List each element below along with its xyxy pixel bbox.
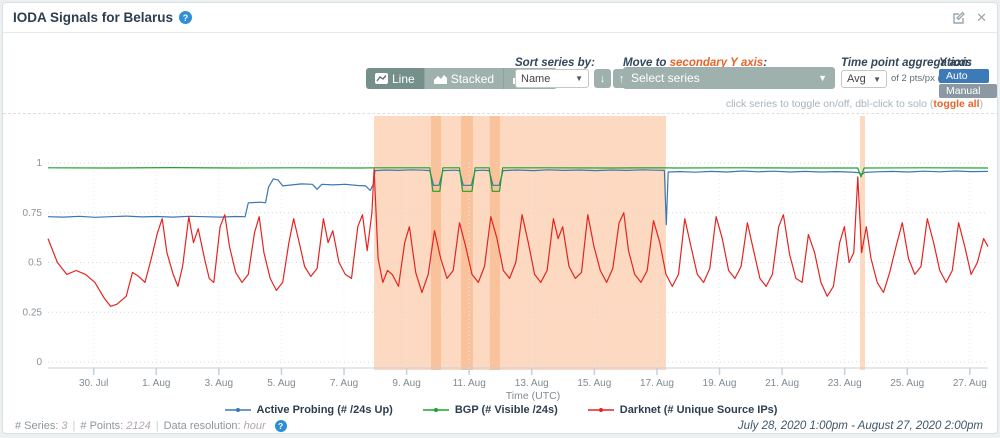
x-tick-label: 11. Aug	[453, 378, 486, 389]
y-zoom-manual-button[interactable]: Manual	[939, 84, 997, 98]
series-toggle-hint: click series to toggle on/off, dbl-click…	[725, 98, 983, 110]
caret-down-icon: ▼	[575, 74, 583, 83]
x-tick-label: 7. Aug	[330, 378, 358, 389]
x-tick-label: 17. Aug	[640, 378, 674, 389]
aggregation-note: of 2 pts/px (2 hours)	[891, 73, 976, 84]
series-count: 3	[61, 420, 68, 432]
x-tick-label: 25. Aug	[890, 378, 924, 389]
x-tick-label: 23. Aug	[828, 378, 862, 389]
legend-line-marker	[422, 408, 449, 412]
caret-down-icon: ▼	[873, 74, 881, 84]
sort-descending-button[interactable]: ↓	[594, 69, 611, 88]
y-tick-label: 0.75	[23, 208, 43, 219]
sort-series-dropdown[interactable]: Name ▼	[515, 69, 589, 88]
secondary-axis-label: Move to secondary Y axis:	[623, 57, 768, 69]
outage-region	[374, 116, 667, 370]
line-chart-icon	[375, 73, 388, 84]
aggregation-dropdown[interactable]: Avg ▼	[841, 70, 887, 88]
legend-line-marker	[224, 408, 251, 412]
legend-line-marker	[587, 408, 614, 412]
y-tick-label: 0	[36, 357, 42, 368]
x-tick-label: 19. Aug	[703, 378, 737, 389]
title-help-icon[interactable]: ?	[179, 11, 193, 24]
series-line[interactable]	[47, 168, 989, 307]
outage-region	[461, 116, 473, 370]
edit-icon[interactable]	[952, 11, 966, 25]
series-line[interactable]	[47, 169, 989, 226]
series-line[interactable]	[47, 166, 989, 192]
x-tick-label: 13. Aug	[515, 378, 549, 389]
outage-region	[431, 116, 442, 370]
panel-title: IODA Signals for Belarus	[13, 10, 174, 25]
date-range: July 28, 2020 1:00pm - August 27, 2020 2…	[737, 420, 983, 432]
points-count: 2124	[126, 420, 151, 432]
x-tick-label: 1. Aug	[142, 378, 170, 389]
chart-stats: # Series: 3 | # Points: 2124 | Data resolu…	[15, 420, 287, 432]
legend-item-darknet[interactable]: Darknet (# Unique Source IPs)	[587, 404, 777, 416]
timeseries-chart[interactable]: 0 0.25 0.5 0.75 1 30. Jul 1. Aug 3. Aug 5. Aug 7.…	[3, 113, 998, 406]
y-zoom-auto-button[interactable]: Auto	[939, 69, 989, 83]
outage-region	[489, 116, 500, 370]
legend-item-bgp[interactable]: BGP (# Visible /24s)	[422, 404, 558, 416]
stacked-chart-icon	[433, 75, 447, 84]
x-tick-label: 30. Jul	[79, 378, 108, 389]
panel-header: IODA Signals for Belarus ? ✕	[3, 3, 997, 33]
x-tick-label: 9. Aug	[392, 378, 420, 389]
chart-canvas[interactable]: 0 0.25 0.5 0.75 1 30. Jul 1. Aug 3. Aug 5. Aug 7.…	[3, 114, 998, 406]
x-tick-label: 15. Aug	[577, 378, 611, 389]
select-series-dropdown[interactable]: Select series ▼	[623, 67, 835, 89]
x-tick-label: 21. Aug	[765, 378, 799, 389]
chart-legend: Active Probing (# /24s Up) BGP (# Visibl…	[3, 404, 997, 416]
legend-item-active-probing[interactable]: Active Probing (# /24s Up)	[224, 404, 393, 416]
aggregation-label: Time point aggregation:	[841, 57, 972, 69]
close-icon[interactable]: ✕	[976, 10, 987, 25]
x-axis-title: Time (UTC)	[506, 390, 560, 402]
y-tick-label: 1	[36, 158, 42, 169]
stats-help-icon[interactable]: ?	[274, 420, 287, 432]
y-tick-label: 0.5	[28, 258, 42, 269]
line-view-button[interactable]: Line	[366, 68, 425, 89]
caret-down-icon: ▼	[818, 73, 827, 83]
y-tick-label: 0.25	[23, 307, 43, 318]
outage-region	[860, 116, 866, 370]
x-tick-label: 3. Aug	[205, 378, 233, 389]
sort-series-label: Sort series by:	[515, 57, 595, 69]
x-tick-label: 5. Aug	[267, 378, 295, 389]
toggle-all-link[interactable]: toggle all	[933, 98, 980, 110]
x-tick-label: 27. Aug	[953, 378, 987, 389]
data-resolution: hour	[243, 420, 266, 432]
stacked-view-button[interactable]: Stacked	[424, 68, 505, 89]
